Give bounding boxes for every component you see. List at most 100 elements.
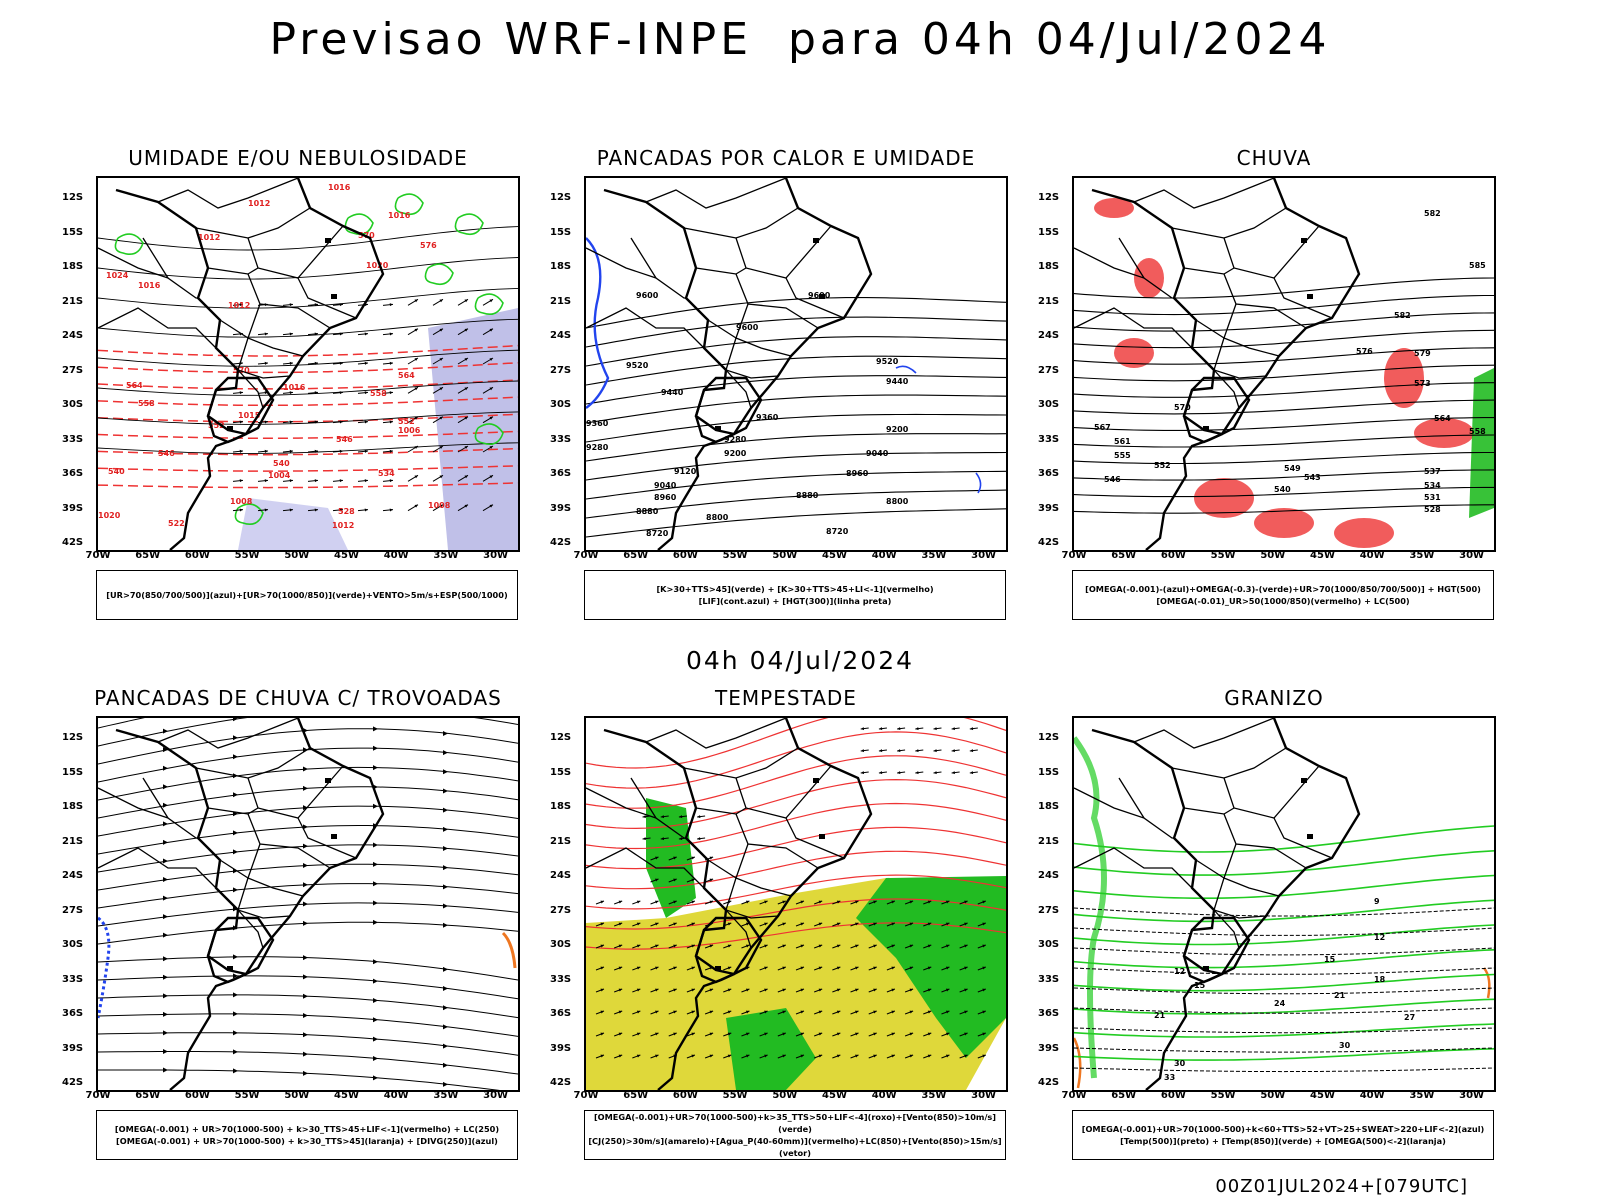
svg-text:1004: 1004 bbox=[268, 471, 291, 480]
contour-labels: 9 12 12 15 15 18 21 21 24 27 30 30 33 bbox=[1154, 897, 1415, 1082]
svg-text:567: 567 bbox=[1094, 423, 1111, 432]
panel-title: UMIDADE E/OU NEBULOSIDADE bbox=[128, 146, 468, 170]
lat-tick-label: 42S bbox=[62, 537, 84, 548]
lon-tick-label: 40W bbox=[383, 550, 409, 561]
lon-tick-label: 55W bbox=[234, 1090, 260, 1101]
panel-legend: [K>30+TTS>45](verde) + [K>30+TTS>45+LI<-… bbox=[584, 570, 1006, 620]
panel-legend: [OMEGA(-0.001)+UR>70(1000-500)+k>35_TTS>… bbox=[584, 1110, 1006, 1160]
lat-tick-label: 24S bbox=[1038, 870, 1060, 881]
svg-text:573: 573 bbox=[1414, 379, 1431, 388]
svg-text:552: 552 bbox=[1154, 461, 1171, 470]
lon-tick-label: 35W bbox=[921, 550, 947, 561]
lat-tick-label: 21S bbox=[1038, 835, 1060, 847]
svg-text:546: 546 bbox=[336, 435, 353, 444]
map-frame bbox=[96, 716, 520, 1092]
lat-tick-label: 24S bbox=[550, 330, 572, 341]
contour-labels: 582 585 582 579 576 573 570 567 564 561 558 555 552 5… bbox=[1094, 209, 1486, 514]
map-chuva: 582 585 582 579 576 573 570 567 564 561 558 555 552 5… bbox=[1074, 178, 1494, 550]
svg-text:540: 540 bbox=[1274, 485, 1291, 494]
lat-tick-label: 33S bbox=[550, 433, 572, 445]
svg-text:1016: 1016 bbox=[283, 383, 306, 392]
svg-text:9360: 9360 bbox=[586, 419, 609, 428]
legend-line-1: [OMEGA(-0.001) + UR>70(1000-500) + k>30_… bbox=[114, 1124, 500, 1134]
lon-tick-label: 35W bbox=[433, 550, 459, 561]
svg-text:528: 528 bbox=[338, 507, 355, 516]
lat-tick-label: 27S bbox=[1038, 364, 1060, 376]
svg-text:24: 24 bbox=[1274, 999, 1286, 1008]
panel-pancadas-calor: PANCADAS POR CALOR E UMIDADE 96009600960… bbox=[546, 146, 1026, 626]
map-tempestade bbox=[586, 718, 1006, 1090]
svg-text:15: 15 bbox=[1194, 981, 1206, 990]
lon-tick-label: 50W bbox=[772, 550, 798, 561]
svg-text:8720: 8720 bbox=[826, 527, 849, 536]
svg-text:8960: 8960 bbox=[654, 493, 677, 502]
lat-tick-label: 36S bbox=[62, 468, 84, 479]
svg-text:8800: 8800 bbox=[886, 497, 909, 506]
legend-line-2: [OMEGA(-0.01)_UR>50(1000/850)(vermelho) … bbox=[1156, 596, 1410, 606]
svg-text:8960: 8960 bbox=[846, 469, 869, 478]
lat-tick-label: 21S bbox=[1038, 295, 1060, 307]
lat-tick-label: 27S bbox=[62, 364, 84, 376]
panel-title: PANCADAS DE CHUVA C/ TROVOADAS bbox=[94, 686, 502, 710]
lon-tick-label: 60W bbox=[1160, 1090, 1186, 1101]
map-frame: 9600960096009520952094409440936093609280… bbox=[584, 176, 1008, 552]
svg-text:531: 531 bbox=[1424, 493, 1441, 502]
panel-legend: [OMEGA(-0.001)+UR>70(1000-500)+k<60+TTS>… bbox=[1072, 1110, 1494, 1160]
lon-tick-label: 30W bbox=[483, 550, 509, 561]
lat-tick-label: 12S bbox=[62, 732, 84, 743]
lat-tick-label: 42S bbox=[1038, 537, 1060, 548]
lat-tick-label: 15S bbox=[62, 226, 84, 238]
lon-tick-label: 55W bbox=[1210, 550, 1236, 561]
svg-text:9280: 9280 bbox=[724, 435, 747, 444]
svg-text:585: 585 bbox=[1469, 261, 1486, 270]
svg-text:12: 12 bbox=[1374, 933, 1385, 942]
panel-title: GRANIZO bbox=[1224, 686, 1324, 710]
lat-tick-label: 18S bbox=[1038, 261, 1060, 272]
lon-tick-label: 65W bbox=[623, 1090, 649, 1101]
lon-tick-label: 70W bbox=[1061, 1090, 1087, 1101]
contour-lines bbox=[1074, 277, 1494, 514]
lat-tick-label: 15S bbox=[550, 226, 572, 238]
lon-tick-label: 65W bbox=[1111, 550, 1137, 561]
lat-tick-label: 39S bbox=[62, 1042, 84, 1054]
lat-tick-label: 12S bbox=[1038, 192, 1060, 203]
svg-text:576: 576 bbox=[420, 241, 437, 250]
lon-tick-label: 30W bbox=[971, 1090, 997, 1101]
lat-tick-label: 24S bbox=[1038, 330, 1060, 341]
svg-text:9520: 9520 bbox=[876, 357, 899, 366]
streamlines bbox=[98, 718, 518, 1090]
lat-tick-label: 24S bbox=[550, 870, 572, 881]
contour-lines bbox=[98, 344, 518, 489]
lat-tick-label: 33S bbox=[62, 973, 84, 985]
legend-line-1: [OMEGA(-0.001)+UR>70(1000-500)+k<60+TTS>… bbox=[1081, 1124, 1485, 1134]
lon-tick-label: 35W bbox=[1409, 550, 1435, 561]
contour-lines bbox=[98, 226, 518, 454]
lat-tick-label: 18S bbox=[550, 261, 572, 272]
lon-tick-label: 45W bbox=[334, 1090, 359, 1101]
forecast-time-label: 04h 04/Jul/2024 bbox=[685, 646, 915, 675]
lon-tick-label: 35W bbox=[921, 1090, 947, 1101]
svg-text:15: 15 bbox=[1324, 955, 1336, 964]
svg-text:8880: 8880 bbox=[796, 491, 819, 500]
legend-line-2: [OMEGA(-0.001) + UR>70(1000-500) + k>30_… bbox=[116, 1136, 498, 1146]
lat-tick-label: 36S bbox=[1038, 1008, 1060, 1019]
contour-labels: 1012 1012 1016 1016 1020 1024 1016 1012 1015 1016… bbox=[98, 183, 451, 530]
lon-tick-label: 65W bbox=[135, 1090, 161, 1101]
lon-tick-label: 30W bbox=[1459, 550, 1485, 561]
lat-tick-label: 42S bbox=[550, 1077, 572, 1088]
lat-tick-label: 39S bbox=[550, 502, 572, 514]
map-boundaries bbox=[98, 718, 385, 1090]
map-frame bbox=[584, 716, 1008, 1092]
lon-tick-label: 65W bbox=[135, 550, 161, 561]
legend-line-1: [OMEGA(-0.001)+UR>70(1000-500)+k>35_TTS>… bbox=[593, 1112, 997, 1134]
panel-legend: [UR>70(850/700/500)](azul)+[UR>70(1000/8… bbox=[96, 570, 518, 620]
lat-tick-label: 24S bbox=[62, 330, 84, 341]
lon-tick-label: 60W bbox=[184, 1090, 210, 1101]
svg-text:1008: 1008 bbox=[230, 497, 253, 506]
contour-labels: 9600960096009520952094409440936093609280… bbox=[586, 291, 909, 538]
lat-tick-label: 18S bbox=[1038, 801, 1060, 812]
svg-text:1020: 1020 bbox=[98, 511, 121, 520]
map-boundaries bbox=[1074, 718, 1361, 1090]
rain-areas bbox=[1094, 198, 1494, 548]
humidity-green bbox=[114, 193, 504, 526]
